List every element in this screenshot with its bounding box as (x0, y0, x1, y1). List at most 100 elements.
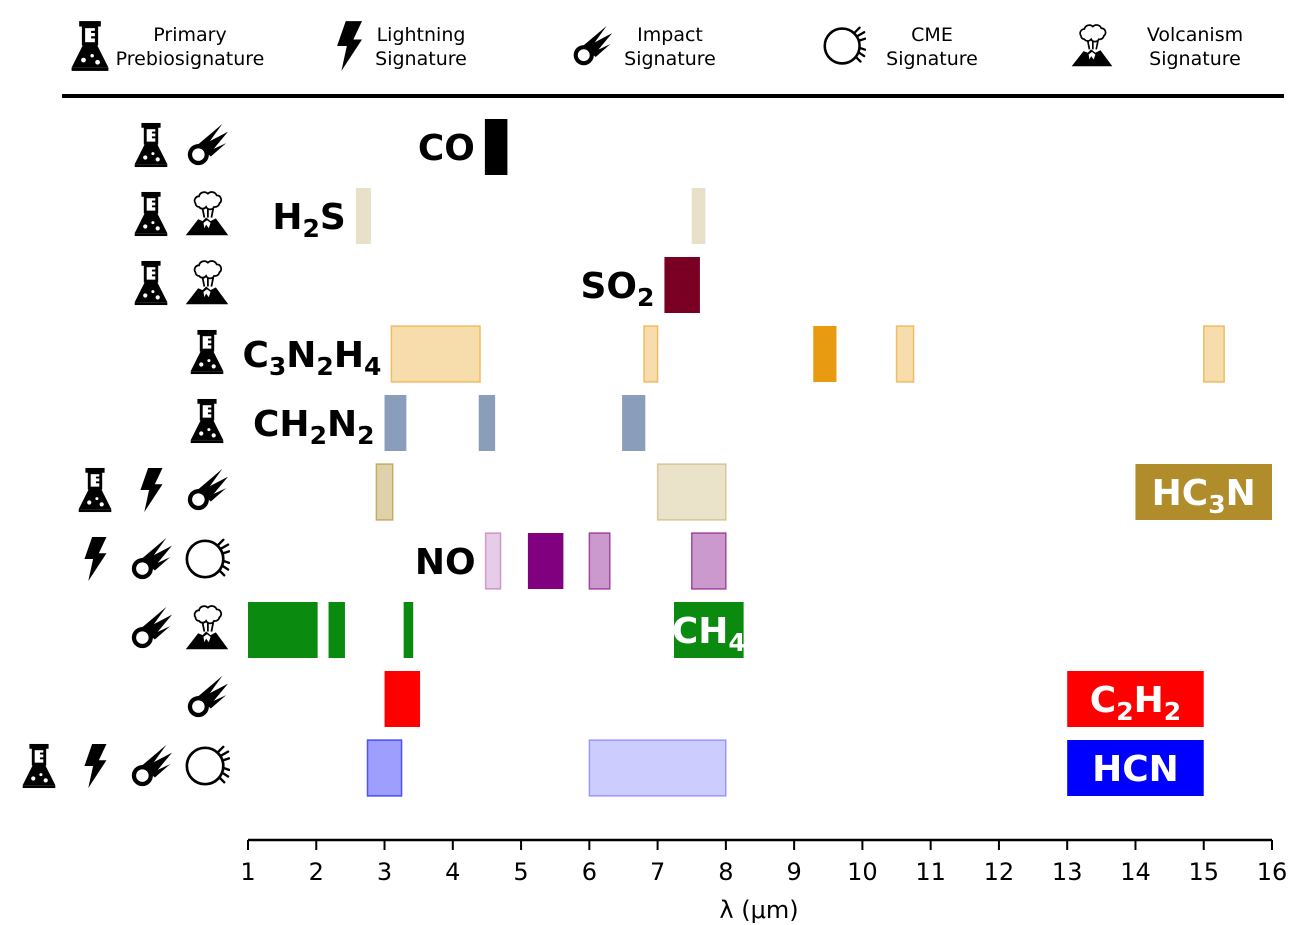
molecule-label-hc3n: HC3N (1152, 473, 1256, 519)
x-tick-label: 14 (1120, 858, 1151, 886)
band-hc3n-1 (375, 463, 394, 521)
flask-icon (20, 743, 58, 789)
band-h2s-1 (355, 188, 371, 244)
molecule-label-h2s: H2S (272, 197, 345, 243)
band-ch2n2-2 (478, 395, 496, 451)
band-ch2n2-3 (622, 395, 646, 451)
molecule-label-ch4: CH4 (672, 611, 746, 657)
flask-icon (76, 467, 114, 513)
meteor-icon (187, 675, 229, 718)
band-no-2 (527, 533, 564, 589)
lightning-icon (84, 743, 107, 789)
spectral-bands (248, 119, 1272, 797)
band-c3n2h4-4 (895, 325, 915, 383)
lightning-icon (140, 467, 163, 513)
volcano-icon (184, 260, 230, 306)
label-box-ch4 (673, 602, 744, 658)
cme-icon (185, 538, 230, 579)
band-hcn-2 (588, 739, 727, 797)
band-ch4-1 (248, 602, 318, 658)
meteor-icon (187, 468, 229, 511)
band-c3n2h4-3 (813, 326, 837, 382)
molecule-labels: CO H2S SO2 C3N2H4 CH2N2 HC3N NO CH4 C2H2 HCN (242, 128, 1255, 790)
legend-label: Impact (637, 24, 703, 46)
legend-label: Prebiosignature (116, 48, 265, 70)
row-icons (20, 122, 230, 789)
x-tick-label: 10 (847, 858, 878, 886)
molecule-label-co: CO (418, 128, 475, 169)
band-so2-1 (664, 257, 700, 313)
x-tick-label: 3 (377, 858, 392, 886)
flask-icon (188, 329, 226, 375)
x-tick-label: 13 (1052, 858, 1083, 886)
volcano-icon (184, 605, 230, 651)
lightning-icon (337, 21, 362, 71)
band-no-4 (690, 532, 727, 590)
meteor-icon (131, 744, 173, 787)
x-tick-label: 5 (513, 858, 528, 886)
molecule-label-c2h2: C2H2 (1090, 680, 1181, 726)
lightning-icon (84, 536, 107, 582)
band-ch2n2-1 (384, 395, 407, 451)
legend-label: Signature (375, 48, 467, 70)
x-tick-label: 4 (445, 858, 460, 886)
volcano-icon (184, 191, 230, 237)
x-tick-label: 15 (1188, 858, 1219, 886)
molecule-label-c3n2h4: C3N2H4 (242, 335, 381, 381)
band-c3n2h4-5 (1202, 325, 1225, 383)
x-axis-label: λ (μm) (719, 896, 798, 924)
volcano-icon (1070, 23, 1114, 68)
legend-label: Lightning (377, 24, 466, 46)
x-tick-label: 12 (984, 858, 1015, 886)
x-tick-label: 2 (309, 858, 324, 886)
meteor-icon (573, 25, 613, 66)
x-tick-label: 7 (650, 858, 665, 886)
flask-icon (132, 191, 170, 237)
legend-label: CME (911, 24, 953, 46)
legend-label: Volcanism (1147, 24, 1243, 46)
molecule-label-hcn: HCN (1092, 749, 1179, 790)
x-tick-label: 6 (582, 858, 597, 886)
legend-label: Signature (1149, 48, 1241, 70)
x-tick-label: 9 (786, 858, 801, 886)
label-box-hc3n (1135, 464, 1272, 520)
meteor-icon (131, 606, 173, 649)
band-co-1 (484, 119, 508, 175)
molecule-label-no: NO (415, 542, 476, 583)
band-ch4-2 (328, 602, 345, 658)
band-hcn-1 (366, 739, 403, 797)
flask-icon (132, 122, 170, 168)
band-h2s-2 (691, 188, 706, 244)
x-tick-label: 8 (718, 858, 733, 886)
cme-icon (823, 26, 866, 65)
band-c2h2-1 (384, 671, 421, 727)
x-tick-label: 1 (240, 858, 255, 886)
flask-icon (188, 398, 226, 444)
meteor-icon (187, 123, 229, 166)
legend-label: Signature (624, 48, 716, 70)
label-box-c2h2 (1067, 671, 1204, 727)
band-c3n2h4-1 (390, 325, 481, 383)
cme-icon (185, 745, 230, 786)
molecule-label-so2: SO2 (580, 266, 654, 312)
x-tick-label: 11 (915, 858, 946, 886)
flask-icon (69, 20, 111, 72)
x-axis: 1 2 3 4 5 6 7 8 9 10 11 12 13 14 15 16 (240, 838, 1288, 886)
band-c3n2h4-2 (643, 325, 659, 383)
flask-icon (132, 260, 170, 306)
label-box-hcn (1067, 740, 1204, 796)
band-hc3n-2 (656, 463, 727, 521)
legend-label: Primary (153, 24, 226, 46)
legend: PrimaryPrebiosignatureLightningSignature… (69, 20, 1243, 72)
x-tick-label: 16 (1257, 858, 1288, 886)
band-ch4-3 (403, 602, 414, 658)
legend-label: Signature (886, 48, 978, 70)
band-no-1 (484, 532, 502, 590)
molecule-label-ch2n2: CH2N2 (253, 404, 375, 450)
